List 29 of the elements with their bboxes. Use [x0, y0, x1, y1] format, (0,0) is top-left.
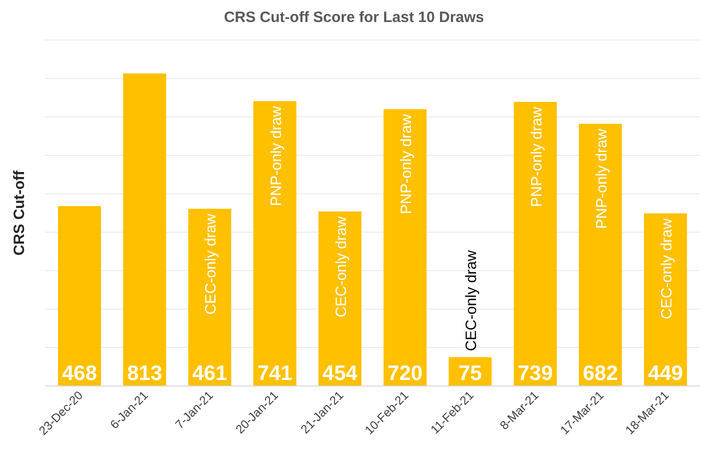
bar	[188, 208, 232, 386]
annotation: CEC-only draw	[658, 218, 676, 320]
bar	[253, 101, 296, 386]
data-label: 75	[458, 362, 482, 385]
annotation: PNP-only draw	[268, 106, 285, 206]
annotation: PNP-only draw	[528, 106, 546, 207]
annotation: CEC-only draw	[332, 216, 350, 318]
annotation: PNP-only draw	[398, 114, 416, 214]
bar	[123, 73, 166, 386]
data-label: 449	[648, 362, 684, 385]
data-label: 813	[127, 362, 162, 385]
bar	[318, 211, 362, 386]
data-label: 468	[62, 362, 98, 385]
bar	[644, 213, 687, 386]
data-label: 454	[322, 362, 358, 385]
data-label: 741	[257, 362, 293, 385]
data-label: 720	[388, 362, 423, 385]
bar	[578, 124, 622, 386]
chart-title: CRS Cut-off Score for Last 10 Draws	[224, 9, 484, 26]
bar	[514, 102, 557, 386]
annotation: PNP-only draw	[593, 128, 610, 229]
bar	[384, 109, 427, 386]
y-axis-title: CRS Cut-off	[11, 170, 28, 256]
annotation: CEC-only draw	[202, 214, 220, 315]
data-label: 461	[192, 362, 228, 385]
data-label: 739	[518, 362, 553, 385]
bar	[58, 206, 101, 386]
annotation: CEC-only draw	[463, 250, 480, 352]
data-label: 682	[582, 362, 618, 385]
